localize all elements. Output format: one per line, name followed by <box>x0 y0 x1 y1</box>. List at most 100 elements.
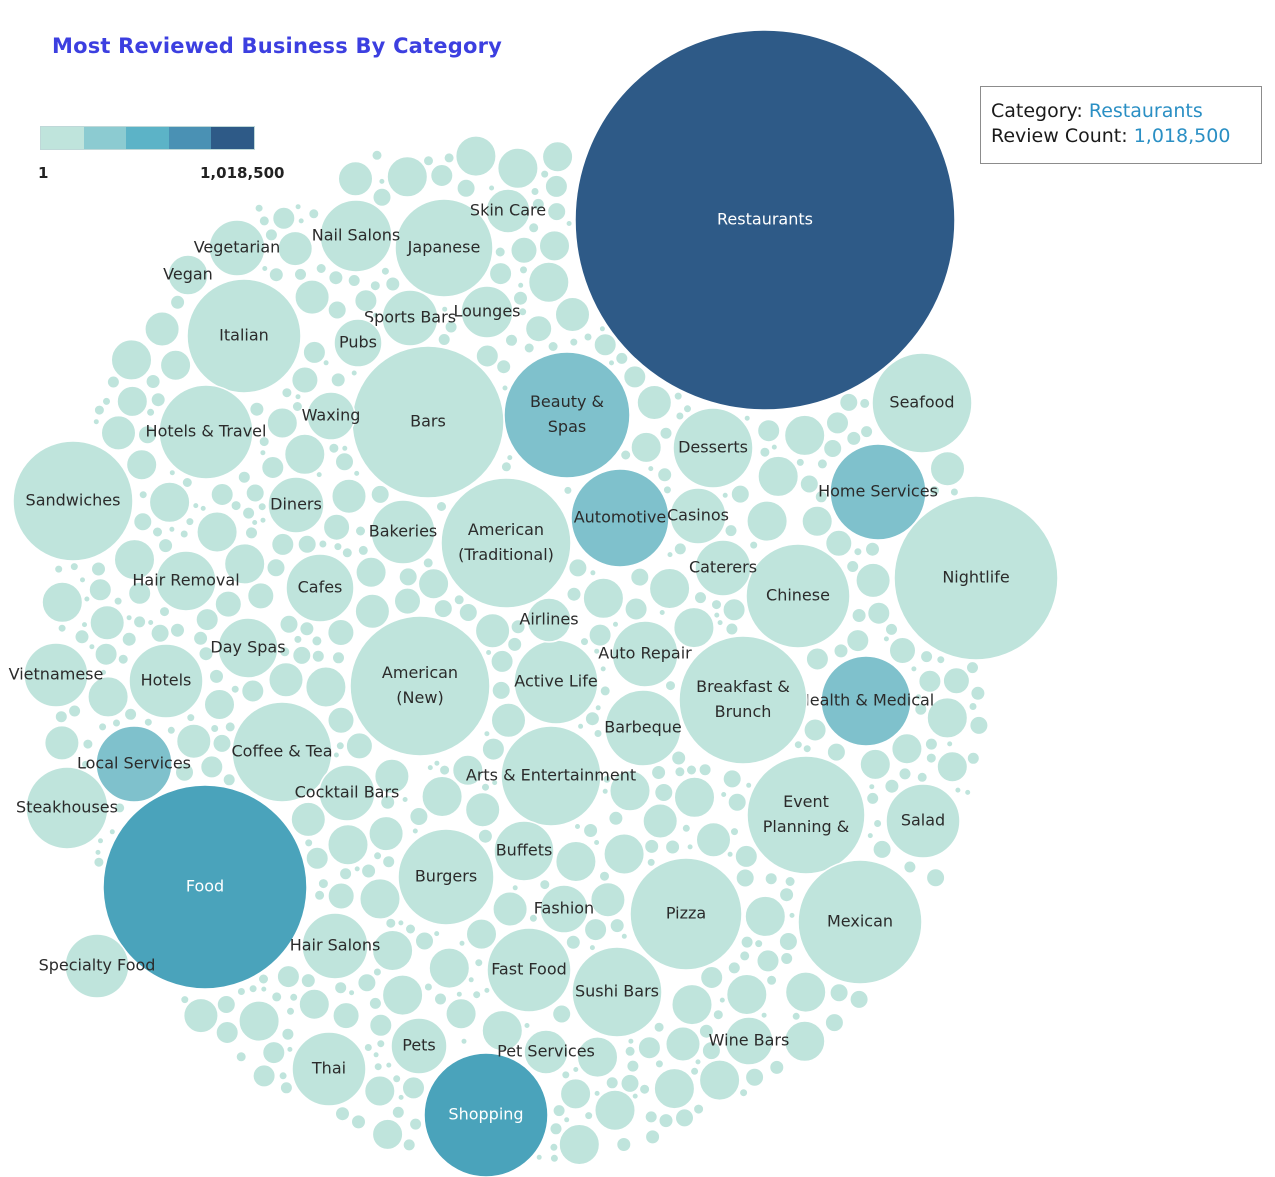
bubble-small[interactable] <box>866 832 874 840</box>
bubble-small[interactable] <box>609 918 625 934</box>
bubble-small[interactable] <box>168 525 176 533</box>
bubble-small[interactable] <box>926 697 968 739</box>
bubble-small[interactable] <box>949 487 959 497</box>
bubble-small[interactable] <box>466 918 497 950</box>
bubble-small[interactable] <box>305 666 347 708</box>
bubble-small[interactable] <box>106 375 120 389</box>
bubble-small[interactable] <box>338 161 373 197</box>
bubble-group[interactable]: Auto Repair <box>598 620 692 688</box>
bubble[interactable] <box>390 1017 448 1075</box>
bubble-small[interactable] <box>701 1041 721 1061</box>
bubble-small[interactable] <box>784 1020 826 1062</box>
bubble-small[interactable] <box>271 532 295 556</box>
bubble-small[interactable] <box>644 838 660 854</box>
bubble-small[interactable] <box>903 860 917 874</box>
bubble-small[interactable] <box>547 341 559 352</box>
bubble-small[interactable] <box>549 1153 559 1163</box>
bubble-small[interactable] <box>970 685 986 701</box>
bubble-small[interactable] <box>547 202 567 222</box>
bubble-small[interactable] <box>397 1093 405 1101</box>
bubble-small[interactable] <box>334 981 348 995</box>
bubble-small[interactable] <box>439 764 451 776</box>
bubble-small[interactable] <box>788 911 796 919</box>
bubble-small[interactable] <box>825 529 853 557</box>
bubble-small[interactable] <box>662 485 672 495</box>
bubble[interactable] <box>217 617 279 679</box>
bubble-small[interactable] <box>145 374 161 389</box>
bubble-small[interactable] <box>355 525 366 537</box>
bubble-group[interactable]: Day Spas <box>210 617 286 679</box>
bubble[interactable] <box>186 278 302 394</box>
bubble-small[interactable] <box>686 764 697 776</box>
bubble-small[interactable] <box>421 776 463 817</box>
bubble-small[interactable] <box>294 267 307 281</box>
bubble-small[interactable] <box>779 887 795 903</box>
bubble-small[interactable] <box>271 991 283 1003</box>
bubble-small[interactable] <box>402 1076 425 1100</box>
bubble-small[interactable] <box>382 855 396 869</box>
bubble-small[interactable] <box>391 1105 405 1119</box>
bubble-small[interactable] <box>204 689 235 720</box>
bubble-small[interactable] <box>372 187 392 207</box>
bubble[interactable] <box>629 857 743 971</box>
bubble[interactable] <box>797 859 923 985</box>
bubble-group[interactable]: Restaurants <box>574 29 956 411</box>
bubble-small[interactable] <box>572 1066 580 1073</box>
bubble-group[interactable]: Diners <box>267 476 325 534</box>
bubble-small[interactable] <box>291 401 303 412</box>
bubble-small[interactable] <box>636 385 672 420</box>
bubble-small[interactable] <box>735 868 755 888</box>
bubble-small[interactable] <box>423 155 434 167</box>
bubble-small[interactable] <box>910 665 918 673</box>
bubble-group[interactable]: Cocktail Bars <box>295 764 400 822</box>
bubble-small[interactable] <box>673 542 687 556</box>
bubble-small[interactable] <box>279 1081 293 1095</box>
bubble-small[interactable] <box>353 469 361 477</box>
bubble-small[interactable] <box>563 1116 571 1124</box>
bubble-small[interactable] <box>364 1075 396 1107</box>
bubble-group[interactable]: Thai <box>291 1031 367 1107</box>
bubble-small[interactable] <box>332 1002 360 1030</box>
bubble-small[interactable] <box>734 844 758 868</box>
bubble-small[interactable] <box>380 794 396 810</box>
bubble-small[interactable] <box>373 1062 383 1072</box>
bubble-group[interactable]: Salad <box>885 783 961 859</box>
bubble-small[interactable] <box>159 606 170 618</box>
bubble-small[interactable] <box>698 763 712 777</box>
bubble-small[interactable] <box>846 430 862 446</box>
bubble-group[interactable]: Barbeque <box>604 689 682 767</box>
bubble-small[interactable] <box>302 340 326 364</box>
bubble[interactable] <box>574 29 956 411</box>
bubble[interactable] <box>128 643 204 719</box>
bubble-small[interactable] <box>443 152 455 164</box>
bubble-group[interactable]: Pets <box>390 1017 448 1075</box>
bubble-group[interactable]: Health & Medical <box>798 655 934 747</box>
bubble-small[interactable] <box>599 685 611 697</box>
bubble-small[interactable] <box>402 1138 416 1152</box>
bubble-small[interactable] <box>458 939 466 947</box>
bubble-small[interactable] <box>885 622 898 636</box>
bubble-group[interactable]: Sandwiches <box>12 440 134 562</box>
bubble-small[interactable] <box>784 414 826 456</box>
bubble-small[interactable] <box>674 776 715 818</box>
bubble[interactable] <box>64 933 130 999</box>
bubble-small[interactable] <box>108 828 116 836</box>
bubble-small[interactable] <box>639 1083 651 1095</box>
bubble-small[interactable] <box>378 177 386 185</box>
bubble-small[interactable] <box>849 989 869 1009</box>
bubble-small[interactable] <box>491 702 526 738</box>
bubble-small[interactable] <box>918 669 942 693</box>
bubble-small[interactable] <box>699 1059 741 1101</box>
bubble[interactable] <box>381 289 439 347</box>
bubble-small[interactable] <box>924 737 938 751</box>
bubble-small[interactable] <box>445 998 477 1030</box>
bubble-small[interactable] <box>568 558 588 578</box>
bubble-small[interactable] <box>411 827 419 835</box>
bubble-small[interactable] <box>437 333 451 346</box>
bubble-small[interactable] <box>79 576 86 584</box>
bubble-small[interactable] <box>392 1074 402 1084</box>
bubble[interactable] <box>571 946 663 1038</box>
bubble[interactable] <box>319 199 393 273</box>
bubble-small[interactable] <box>458 603 478 622</box>
bubble-small[interactable] <box>727 961 741 975</box>
